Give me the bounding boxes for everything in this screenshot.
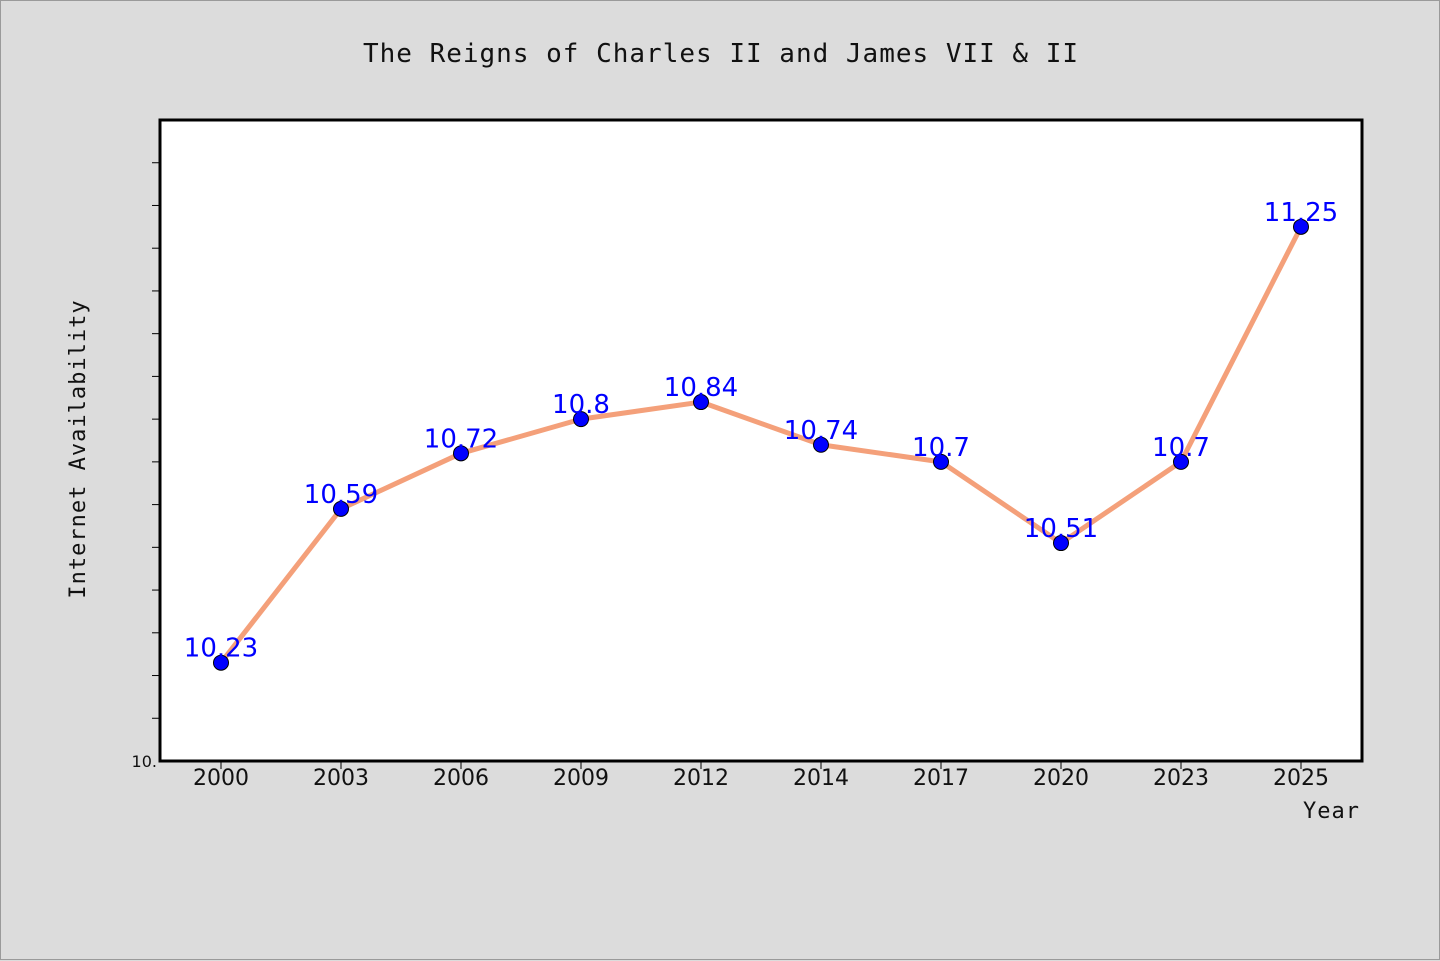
- x-tick-label: 2017: [913, 766, 969, 791]
- y-axis-label: Internet Availability: [66, 299, 91, 598]
- x-tick-label: 2025: [1273, 766, 1329, 791]
- data-label: 10.84: [664, 373, 738, 403]
- data-label: 10.8: [552, 390, 610, 420]
- data-point: [453, 445, 469, 462]
- data-label: 10.7: [1152, 433, 1210, 463]
- data-label: 10.7: [912, 433, 970, 463]
- series-line: [219, 225, 1304, 665]
- x-tick-label: 2020: [1033, 766, 1089, 791]
- x-tick-label: 2006: [433, 766, 489, 791]
- data-point: [933, 453, 949, 470]
- data-point: [693, 394, 709, 411]
- chart-title: The Reigns of Charles II and James VII &…: [363, 39, 1079, 69]
- x-tick-label: 2023: [1153, 766, 1209, 791]
- x-tick-label: 2014: [793, 766, 849, 791]
- data-point: [573, 411, 589, 428]
- x-axis-label: Year: [1303, 799, 1360, 824]
- x-tick-label: 2000: [193, 766, 249, 791]
- data-markers: [213, 218, 1309, 671]
- data-point: [333, 500, 349, 517]
- data-label: 11.25: [1264, 198, 1338, 228]
- y-tick-label: 10.: [132, 752, 157, 771]
- x-axis-ticks: 2000 2003 2006 2009 2012 2014 2017 2020 2023 2025: [193, 761, 1329, 791]
- data-label: 10.23: [184, 634, 258, 664]
- data-point: [213, 654, 229, 671]
- data-label: 10.74: [784, 416, 858, 446]
- data-point: [1173, 453, 1189, 470]
- x-tick-label: 2009: [553, 766, 609, 791]
- data-labels: 10.23 10.59 10.72 10.8 10.84 10.74 10.7 10.51 10…: [184, 198, 1338, 664]
- data-point: [1293, 218, 1309, 235]
- x-tick-label: 2012: [673, 766, 729, 791]
- data-label: 10.51: [1024, 514, 1098, 544]
- data-point: [813, 436, 829, 453]
- y-axis-ticks: 10.: [132, 162, 160, 771]
- data-label: 10.59: [304, 480, 378, 510]
- x-tick-label: 2003: [313, 766, 369, 791]
- data-point: [1053, 535, 1069, 552]
- plot-area: [158, 118, 1364, 763]
- data-label: 10.72: [424, 424, 498, 454]
